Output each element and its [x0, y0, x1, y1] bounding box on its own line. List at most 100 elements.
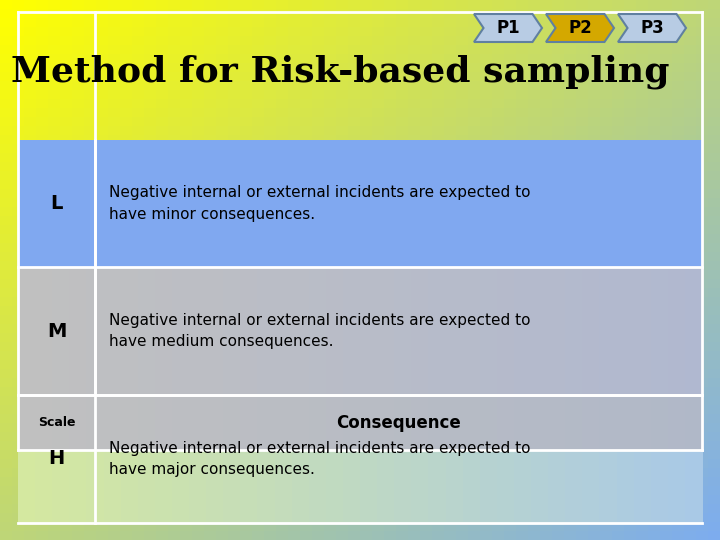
Bar	[480, 90, 493, 100]
Bar	[156, 468, 169, 478]
Bar	[216, 63, 229, 73]
Bar	[35, 267, 53, 395]
Bar	[672, 297, 685, 307]
Bar	[120, 324, 133, 334]
Bar	[276, 189, 289, 199]
Bar	[408, 270, 421, 280]
Bar	[468, 378, 481, 388]
Bar	[480, 189, 493, 199]
Bar	[564, 108, 577, 118]
Bar	[72, 162, 85, 172]
Bar	[468, 279, 481, 289]
Bar	[624, 54, 637, 64]
Bar	[528, 189, 541, 199]
Bar	[672, 360, 685, 370]
Bar	[288, 135, 301, 145]
Bar	[576, 63, 589, 73]
Bar	[696, 369, 709, 379]
Bar	[636, 315, 649, 325]
Bar	[588, 441, 601, 451]
Bar	[468, 63, 481, 73]
Bar	[144, 144, 157, 154]
Bar	[396, 45, 409, 55]
Bar	[552, 495, 565, 505]
Bar	[684, 531, 697, 540]
Bar	[540, 45, 553, 55]
Bar	[396, 324, 409, 334]
Bar	[384, 522, 397, 532]
Bar	[444, 396, 457, 406]
Bar	[348, 405, 361, 415]
Bar	[516, 306, 529, 316]
Bar	[36, 369, 49, 379]
Bar	[396, 441, 409, 451]
Bar	[372, 180, 385, 190]
Bar	[552, 216, 565, 226]
Bar	[408, 504, 421, 514]
Bar	[121, 140, 138, 267]
Bar	[348, 288, 361, 298]
Bar	[516, 126, 529, 136]
Bar	[612, 477, 625, 487]
Bar	[588, 297, 601, 307]
Bar	[180, 144, 193, 154]
Bar	[12, 198, 25, 208]
Bar	[528, 117, 541, 127]
Bar	[636, 513, 649, 523]
Bar	[12, 63, 25, 73]
Bar	[156, 477, 169, 487]
Bar	[216, 27, 229, 37]
Bar	[120, 459, 133, 469]
Bar	[696, 126, 709, 136]
Bar	[600, 504, 613, 514]
Bar	[528, 81, 541, 91]
Bar	[192, 315, 205, 325]
Bar	[180, 72, 193, 82]
Bar	[468, 99, 481, 109]
Bar	[264, 252, 277, 262]
Bar	[292, 267, 309, 395]
Bar	[612, 495, 625, 505]
Bar	[288, 162, 301, 172]
Bar	[504, 117, 517, 127]
Bar	[456, 171, 469, 181]
Bar	[672, 423, 685, 433]
Bar	[528, 387, 541, 397]
Bar	[708, 18, 720, 28]
Bar	[408, 279, 421, 289]
Bar	[180, 108, 193, 118]
Bar	[360, 395, 377, 523]
Bar	[564, 9, 577, 19]
Bar	[468, 333, 481, 343]
Bar	[576, 459, 589, 469]
Bar	[372, 36, 385, 46]
Bar	[648, 306, 661, 316]
Bar	[12, 225, 25, 235]
Bar	[492, 90, 505, 100]
Bar	[492, 27, 505, 37]
Bar	[336, 27, 349, 37]
Bar	[192, 450, 205, 460]
Bar	[360, 369, 373, 379]
Bar	[120, 225, 133, 235]
Bar	[348, 0, 361, 10]
Bar	[276, 63, 289, 73]
Bar	[180, 189, 193, 199]
Bar	[468, 126, 481, 136]
Bar	[104, 267, 121, 395]
Bar	[24, 477, 37, 487]
Bar	[0, 414, 13, 424]
Bar	[564, 144, 577, 154]
Bar	[564, 90, 577, 100]
Bar	[216, 216, 229, 226]
Bar	[300, 414, 313, 424]
Bar	[132, 216, 145, 226]
Bar	[408, 342, 421, 352]
Bar	[372, 513, 385, 523]
Bar	[612, 234, 625, 244]
Bar	[168, 450, 181, 460]
Bar	[168, 162, 181, 172]
Bar	[155, 140, 172, 267]
Bar	[144, 522, 157, 532]
Bar	[432, 477, 445, 487]
